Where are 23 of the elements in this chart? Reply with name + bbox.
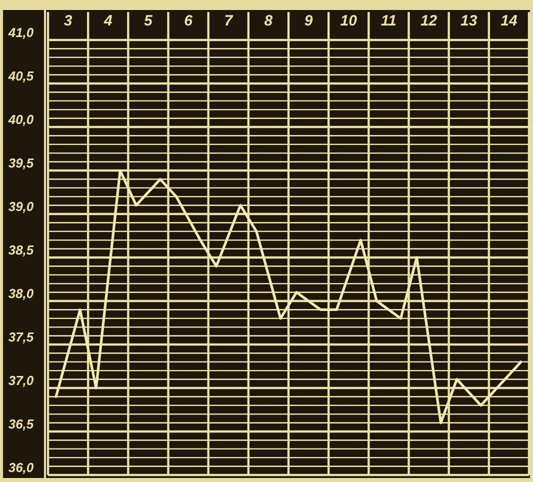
x-tick-label: 11	[380, 12, 396, 30]
x-tick-label: 3	[64, 12, 73, 30]
x-tick-label: 12	[420, 12, 438, 30]
y-tick-label: 40,5	[7, 68, 34, 84]
y-tick-label: 39,0	[8, 198, 34, 214]
y-tick-label: 38,0	[8, 286, 34, 301]
y-tick-label: 39,5	[8, 155, 34, 170]
y-tick-label: 36,5	[8, 416, 34, 432]
x-tick-label: 7	[224, 12, 234, 30]
y-tick-label: 36,0	[8, 460, 34, 475]
y-tick-label: 37,0	[8, 372, 34, 388]
y-tick-label: 38,5	[8, 242, 34, 258]
x-tick-label: 9	[304, 12, 314, 30]
x-tick-label: 8	[264, 12, 274, 30]
y-tick-label: 37,5	[8, 329, 34, 344]
x-tick-label: 10	[340, 12, 358, 30]
x-tick-label: 14	[500, 12, 518, 30]
x-tick-label: 6	[184, 12, 194, 30]
y-tick-label: 40,0	[7, 112, 34, 127]
x-tick-label: 5	[144, 12, 154, 30]
x-tick-label: 4	[102, 12, 113, 30]
x-tick-label: 13	[460, 12, 478, 30]
y-tick-label: 41,0	[7, 24, 34, 40]
